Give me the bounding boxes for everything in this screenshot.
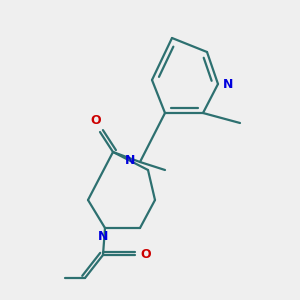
Text: N: N [223, 79, 233, 92]
Text: O: O [91, 114, 101, 127]
Text: N: N [124, 154, 135, 167]
Text: N: N [98, 230, 108, 243]
Text: O: O [140, 248, 151, 262]
